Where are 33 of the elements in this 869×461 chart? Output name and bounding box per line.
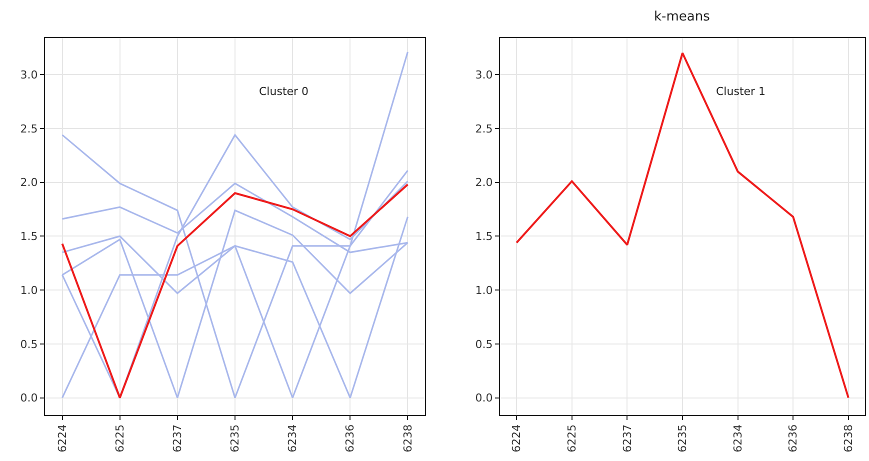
y-tick-label: 2.0 [475, 176, 493, 190]
annotation: Cluster 1 [716, 85, 766, 98]
x-tick-label: 6237 [170, 424, 184, 452]
x-tick-label: 6225 [565, 424, 578, 452]
x-tick-label: 6235 [228, 424, 242, 452]
x-tick-label: 6224 [510, 424, 524, 452]
x-tick-label: 6237 [620, 424, 634, 452]
chart-title: k-means [654, 10, 710, 25]
x-tick-label: 6236 [786, 424, 800, 452]
y-tick-label: 1.0 [475, 284, 493, 297]
y-tick-label: 3.0 [475, 68, 493, 82]
x-tick-label: 6224 [56, 424, 69, 452]
line-series [516, 52, 850, 399]
y-tick-label: 2.0 [20, 176, 38, 190]
annotation: Cluster 0 [259, 85, 309, 98]
x-tick-label: 6234 [731, 424, 744, 452]
y-tick-label: 0.5 [20, 338, 38, 351]
y-tick-label: 2.5 [475, 122, 493, 136]
y-tick-label: 3.0 [20, 68, 38, 82]
y-tick-label: 0.5 [475, 338, 493, 351]
y-tick-label: 1.0 [20, 284, 38, 297]
y-tick-label: 1.5 [20, 230, 38, 244]
y-tick-label: 0.0 [20, 392, 38, 405]
x-tick-label: 6238 [401, 424, 414, 452]
y-tick-label: 0.0 [475, 392, 493, 405]
x-tick-label: 6235 [676, 424, 690, 452]
x-tick-label: 6234 [286, 424, 300, 452]
y-tick-label: 1.5 [475, 230, 493, 244]
line-series [61, 51, 409, 399]
y-tick-label: 2.5 [20, 122, 38, 136]
x-tick-label: 6236 [344, 424, 357, 452]
x-tick-label: 6238 [842, 424, 855, 452]
x-tick-label: 6225 [113, 424, 126, 452]
